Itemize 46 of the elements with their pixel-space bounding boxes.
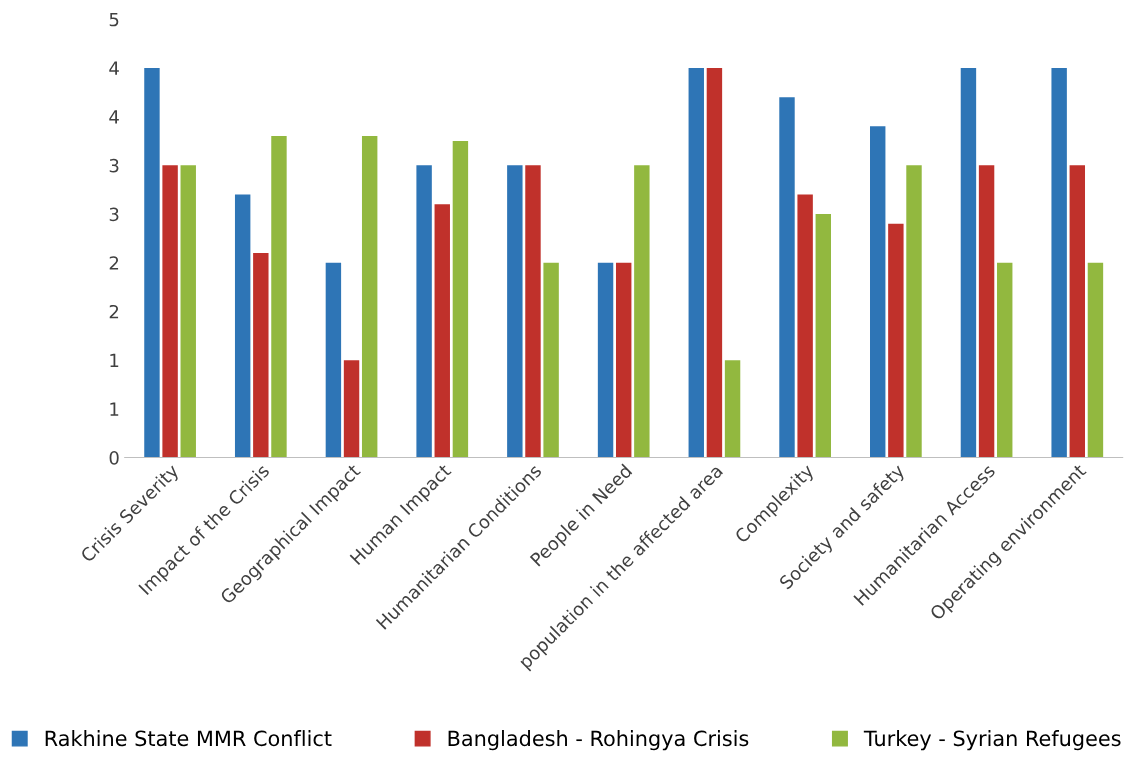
bar [144, 67, 160, 458]
bar [960, 67, 977, 458]
y-tick-label: 2 [109, 304, 119, 319]
legend-label: Rakhine State MMR Conflict [45, 730, 332, 747]
y-tick-label: 0 [109, 451, 119, 465]
y-tick-label: 3 [109, 158, 119, 173]
bar [507, 165, 523, 458]
bar [1087, 262, 1104, 458]
bar [797, 194, 813, 458]
bar [724, 360, 741, 458]
bar [162, 165, 178, 458]
bar [906, 165, 922, 458]
y-tick-label: 2 [109, 256, 119, 270]
bar [180, 165, 196, 458]
bar [779, 97, 795, 458]
bar [434, 204, 450, 458]
bar [997, 262, 1013, 458]
y-tick-label: 5 [109, 12, 119, 27]
bar [815, 214, 831, 458]
bar [1069, 165, 1086, 458]
bar [615, 262, 632, 458]
bar [452, 140, 469, 458]
bar [253, 253, 269, 458]
bar [597, 262, 614, 458]
bar [234, 194, 251, 458]
y-tick-label: 4 [109, 110, 119, 124]
bar [416, 165, 432, 458]
y-tick-label: 1 [110, 402, 119, 416]
bar [888, 223, 904, 458]
legend-label: Turkey - Syrian Refugees [863, 730, 1121, 751]
bar [325, 262, 342, 458]
bar [978, 165, 995, 458]
bar [688, 67, 704, 458]
bar [343, 360, 360, 458]
bar [706, 67, 723, 458]
bar [525, 165, 541, 458]
y-tick-label: 3 [109, 207, 119, 222]
bar [271, 136, 287, 458]
legend-label: Bangladesh - Rohingya Crisis [448, 730, 749, 751]
bar [634, 165, 650, 458]
bar [361, 136, 378, 458]
y-tick-label: 4 [109, 61, 119, 75]
bar [870, 126, 886, 458]
y-tick-label: 1 [110, 353, 119, 368]
bar [1051, 67, 1067, 458]
bar [543, 262, 559, 458]
